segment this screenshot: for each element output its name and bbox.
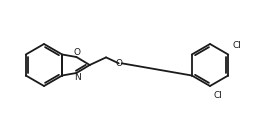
Text: Cl: Cl — [232, 42, 241, 50]
Text: N: N — [74, 74, 81, 82]
Text: O: O — [74, 47, 81, 57]
Text: O: O — [115, 59, 122, 68]
Text: Cl: Cl — [214, 91, 223, 100]
